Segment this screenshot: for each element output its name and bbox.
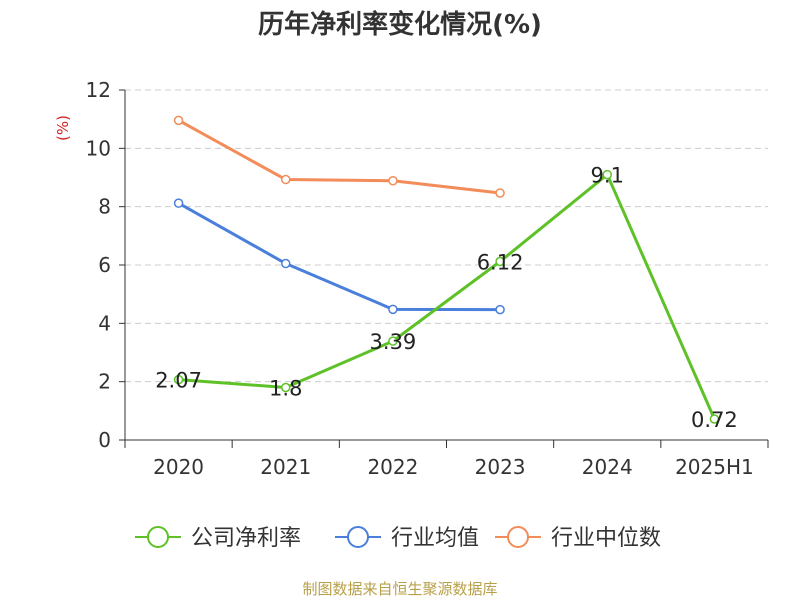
data-point <box>388 336 398 346</box>
legend-label: 行业均值 <box>391 526 479 551</box>
data-point <box>281 382 291 393</box>
y-tick-label: 0 <box>98 428 111 452</box>
data-point <box>709 414 720 424</box>
y-tick-label: 10 <box>86 136 111 160</box>
x-tick-label: 2024 <box>582 455 633 479</box>
data-label: 6.12 <box>477 251 524 275</box>
axes: 0 2 4 6 8 10 12 2020 2021 2022 2023 2024 2025H1 (%) <box>54 78 769 479</box>
data-labels: 2.07 1.8 3.39 6.12 9.1 0.72 <box>155 164 738 432</box>
y-tick-label: 8 <box>98 195 111 219</box>
data-point <box>495 188 505 198</box>
legend-swatch-circle <box>347 526 369 548</box>
data-point <box>281 174 291 185</box>
x-tick-label: 2020 <box>153 455 204 479</box>
data-point <box>495 256 505 267</box>
chart-title: 历年净利率变化情况(%) <box>258 10 542 40</box>
data-label: 2.07 <box>155 369 202 393</box>
y-axis-label: (%) <box>54 115 72 141</box>
legend-item: 行业均值 <box>335 526 479 551</box>
source-note: 制图数据来自恒生聚源数据库 <box>302 580 498 598</box>
legend: 公司净利率 行业均值 行业中位数 <box>135 526 661 551</box>
y-tick-label: 12 <box>86 78 111 102</box>
data-label: 0.72 <box>691 408 738 432</box>
x-tick-label: 2022 <box>367 455 418 479</box>
legend-label: 公司净利率 <box>191 526 301 551</box>
data-point <box>388 304 398 315</box>
legend-swatch-circle <box>147 526 169 548</box>
data-label: 9.1 <box>591 164 624 188</box>
legend-item: 行业中位数 <box>495 526 661 551</box>
legend-swatch-circle <box>507 526 529 548</box>
y-tick-label: 4 <box>98 311 111 335</box>
data-label: 3.39 <box>370 330 417 354</box>
y-tick-label: 2 <box>98 370 111 394</box>
data-point <box>281 258 291 269</box>
data-point <box>173 198 184 208</box>
x-tick-label: 2025H1 <box>675 455 754 479</box>
legend-item: 公司净利率 <box>135 526 301 551</box>
x-tick-label: 2021 <box>260 455 311 479</box>
data-label: 1.8 <box>269 377 302 401</box>
data-point <box>602 169 612 180</box>
x-tick-label: 2023 <box>475 455 526 479</box>
grid-lines <box>125 89 768 383</box>
series-line <box>177 119 501 195</box>
data-point <box>173 115 184 126</box>
data-point <box>388 175 398 186</box>
y-tick-label: 6 <box>98 253 111 277</box>
legend-label: 行业中位数 <box>551 526 661 551</box>
series-line <box>178 173 716 420</box>
data-point <box>173 374 184 385</box>
series-line <box>177 201 501 312</box>
series-lines <box>173 115 720 424</box>
data-point <box>495 304 505 315</box>
